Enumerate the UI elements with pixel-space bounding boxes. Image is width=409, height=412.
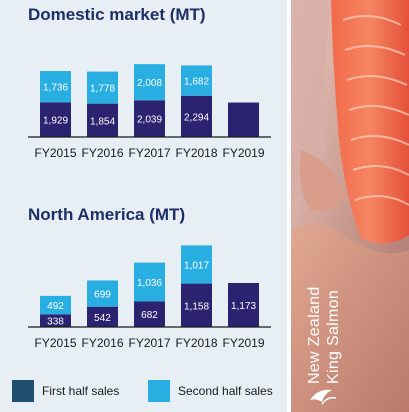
chart0-bar-second-FY2015 <box>40 71 71 103</box>
chart0-tick-FY2016: FY2016 <box>81 146 123 160</box>
chart1-bar-second-FY2018 <box>181 245 212 284</box>
brand-name-line2: King Salmon <box>325 289 342 384</box>
salmon-fillet-illustration <box>291 0 409 412</box>
chart0-bar-second-FY2016 <box>87 71 118 104</box>
legend-label-first-half: First half sales <box>42 384 120 398</box>
chart0-tick-FY2018: FY2018 <box>175 146 217 160</box>
chart0-label-second-FY2017: 2,008 <box>137 78 162 89</box>
chart1-tick-FY2019: FY2019 <box>222 336 264 350</box>
chart0-label-second-FY2016: 1,778 <box>90 84 115 95</box>
chart1-label-first-FY2018: 1,158 <box>184 301 209 312</box>
chart1-tick-FY2015: FY2015 <box>34 336 76 350</box>
domestic-market-chart: 1,929 1,736 FY2015 1,854 1,778 FY2016 2,039 2,0… <box>28 64 271 160</box>
chart0-bar-second-FY2017 <box>134 64 165 101</box>
chart1-label-second-FY2018: 1,017 <box>184 261 209 272</box>
brand-name-line1: New Zealand <box>306 286 323 384</box>
chart1-bar-second-FY2016 <box>87 280 118 307</box>
chart-panel: Domestic market (MT) 1,929 1,736 FY2015 1,8… <box>0 0 287 412</box>
chart0-tick-FY2017: FY2017 <box>128 146 170 160</box>
chart0-bar-first-FY2019 <box>228 102 259 137</box>
legend-swatch-second-half <box>148 380 170 402</box>
chart0-bar-first-FY2016 <box>87 103 118 137</box>
brand-logo-icon <box>310 389 337 405</box>
salmon-photo <box>291 0 409 412</box>
legend-item-second-half: Second half sales <box>148 380 273 402</box>
chart1-label-second-FY2016: 699 <box>94 290 111 301</box>
chart1-label-first-FY2015: 338 <box>47 317 64 328</box>
chart0-tick-FY2015: FY2015 <box>34 146 76 160</box>
north-america-chart-title: North America (MT) <box>28 205 186 224</box>
legend-label-second-half: Second half sales <box>178 384 273 398</box>
chart0-label-first-FY2016: 1,854 <box>90 116 115 127</box>
chart0-bar-first-FY2015 <box>40 102 71 137</box>
chart1-label-second-FY2017: 1,036 <box>137 278 162 289</box>
chart1-label-first-FY2019: 1,173 <box>231 301 256 312</box>
chart0-label-first-FY2017: 2,039 <box>137 115 162 126</box>
chart0-tick-FY2019: FY2019 <box>222 146 264 160</box>
chart1-bar-first-FY2015 <box>40 314 71 327</box>
chart1-label-second-FY2015: 492 <box>47 301 64 312</box>
chart1-bar-first-FY2017 <box>134 301 165 327</box>
chart1-bar-second-FY2017 <box>134 262 165 302</box>
chart0-label-first-FY2015: 1,929 <box>43 116 68 127</box>
chart1-bar-first-FY2016 <box>87 306 118 327</box>
north-america-chart: 338 492 FY2015 542 699 FY2016 682 1,036 FY2017 1,… <box>28 245 271 350</box>
brand-mark: New Zealand King Salmon <box>300 262 370 407</box>
legend-swatch-first-half <box>12 380 34 402</box>
chart1-bar-first-FY2018 <box>181 283 212 327</box>
chart1-tick-FY2016: FY2016 <box>81 336 123 350</box>
chart0-bar-first-FY2018 <box>181 95 212 137</box>
chart0-label-first-FY2018: 2,294 <box>184 112 209 123</box>
chart1-bar-second-FY2015 <box>40 295 71 315</box>
chart0-label-second-FY2015: 1,736 <box>43 83 68 94</box>
legend-item-first-half: First half sales <box>12 380 120 402</box>
chart0-bar-first-FY2017 <box>134 100 165 137</box>
chart1-label-first-FY2017: 682 <box>141 310 158 321</box>
chart1-label-first-FY2016: 542 <box>94 313 111 324</box>
chart0-bar-second-FY2018 <box>181 65 212 96</box>
domestic-chart-title: Domestic market (MT) <box>28 5 206 24</box>
chart1-tick-FY2018: FY2018 <box>175 336 217 350</box>
chart1-bar-first-FY2019 <box>228 283 259 327</box>
chart0-label-second-FY2018: 1,682 <box>184 77 209 88</box>
chart1-tick-FY2017: FY2017 <box>128 336 170 350</box>
